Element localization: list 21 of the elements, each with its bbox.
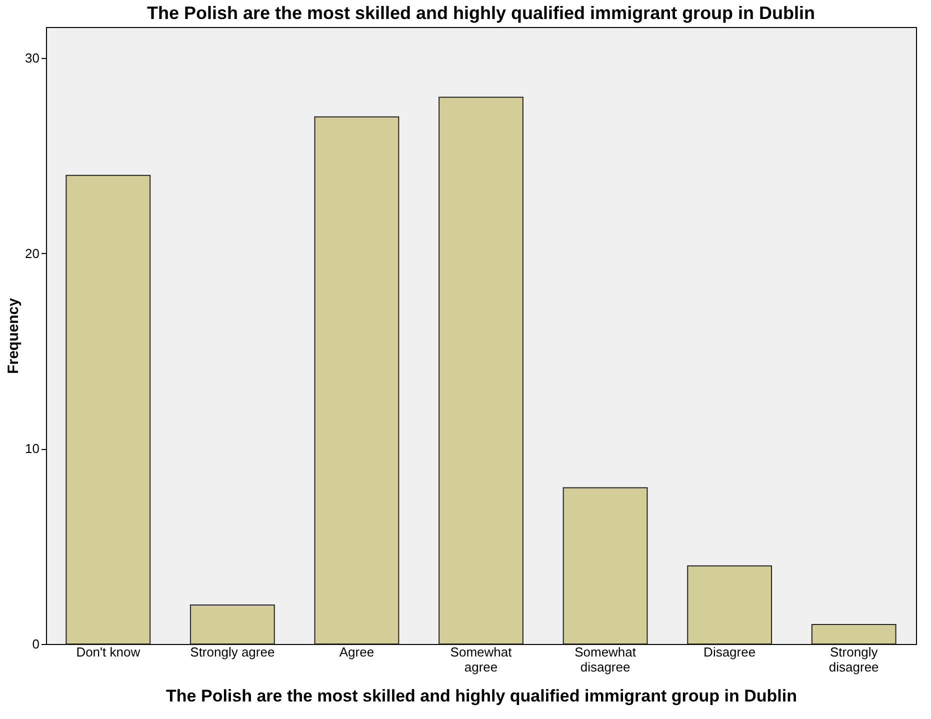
bar	[811, 624, 896, 644]
x-tick-label: Disagree	[704, 644, 756, 660]
x-tick-label: Strongly disagree	[828, 644, 879, 674]
y-tick-label: 30	[25, 50, 40, 66]
bar	[314, 116, 400, 644]
y-tick-label: 0	[32, 636, 40, 652]
bar	[687, 565, 772, 644]
bar	[562, 487, 648, 644]
y-tick-label: 20	[25, 246, 40, 261]
bar	[438, 96, 524, 644]
x-tick-label: Somewhat agree	[450, 644, 512, 674]
y-axis-title: Frequency	[5, 297, 22, 374]
bar	[190, 604, 275, 644]
x-tick-label: Strongly agree	[190, 644, 275, 660]
x-tick-label: Agree	[339, 644, 374, 660]
chart-title: The Polish are the most skilled and highly qualified immigrant group in Dublin	[146, 3, 816, 23]
y-tick-label: 10	[25, 441, 40, 456]
x-tick-label: Don't know	[76, 644, 141, 660]
x-tick-label: Somewhat disagree	[574, 644, 636, 674]
bar	[66, 174, 151, 644]
x-axis-title: The Polish are the most skilled and highly qualified immigrant group in Dublin	[166, 686, 797, 706]
